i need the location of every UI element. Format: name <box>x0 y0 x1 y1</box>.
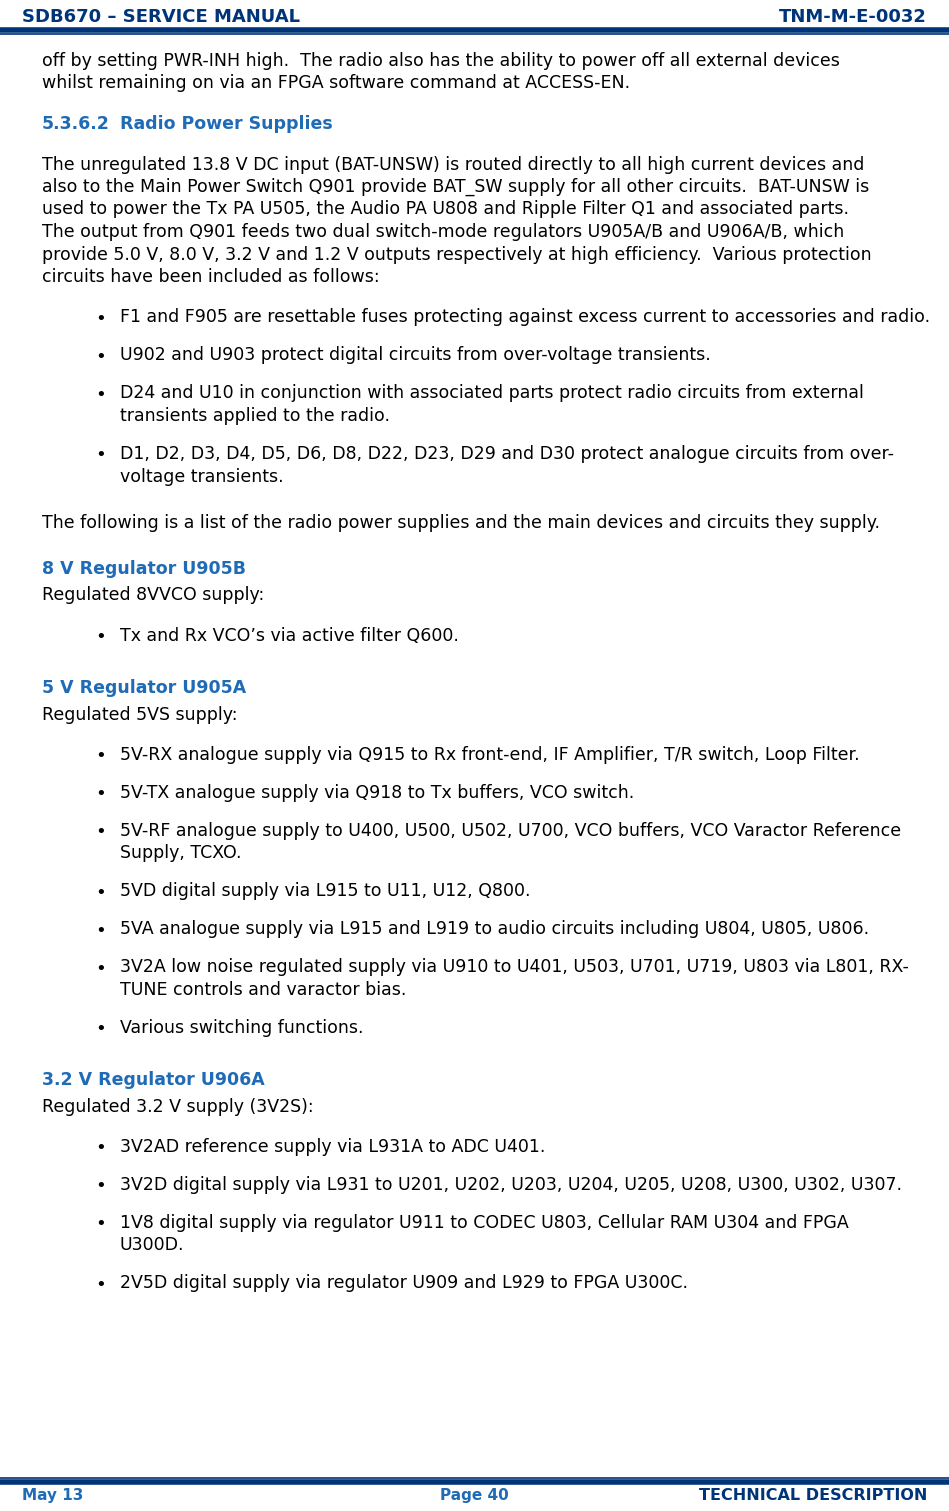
Text: 5V-RF analogue supply to U400, U500, U502, U700, VCO buffers, VCO Varactor Refer: 5V-RF analogue supply to U400, U500, U50… <box>120 822 902 840</box>
Text: provide 5.0 V, 8.0 V, 3.2 V and 1.2 V outputs respectively at high efficiency.  : provide 5.0 V, 8.0 V, 3.2 V and 1.2 V ou… <box>42 245 871 263</box>
Text: 3V2A low noise regulated supply via U910 to U401, U503, U701, U719, U803 via L80: 3V2A low noise regulated supply via U910… <box>120 958 909 976</box>
Text: 5.3.6.2: 5.3.6.2 <box>42 115 110 133</box>
Text: 3.2 V Regulator U906A: 3.2 V Regulator U906A <box>42 1071 265 1089</box>
Text: •: • <box>95 1139 105 1157</box>
Text: Radio Power Supplies: Radio Power Supplies <box>120 115 333 133</box>
Text: 8 V Regulator U905B: 8 V Regulator U905B <box>42 561 246 579</box>
Text: Regulated 3.2 V supply (3V2S):: Regulated 3.2 V supply (3V2S): <box>42 1097 313 1115</box>
Text: whilst remaining on via an FPGA software command at ACCESS-EN.: whilst remaining on via an FPGA software… <box>42 74 630 92</box>
Text: TNM-M-E-0032: TNM-M-E-0032 <box>779 8 927 26</box>
Text: 2V5D digital supply via regulator U909 and L929 to FPGA U300C.: 2V5D digital supply via regulator U909 a… <box>120 1274 688 1292</box>
Text: •: • <box>95 1215 105 1233</box>
Text: •: • <box>95 786 105 802</box>
Text: •: • <box>95 1020 105 1038</box>
Text: The unregulated 13.8 V DC input (BAT-UNSW) is routed directly to all high curren: The unregulated 13.8 V DC input (BAT-UNS… <box>42 156 865 174</box>
Text: U300D.: U300D. <box>120 1236 184 1254</box>
Text: May 13: May 13 <box>22 1488 84 1503</box>
Text: Page 40: Page 40 <box>440 1488 509 1503</box>
Text: •: • <box>95 746 105 765</box>
Text: •: • <box>95 629 105 647</box>
Text: •: • <box>95 348 105 366</box>
Text: •: • <box>95 922 105 940</box>
Text: Various switching functions.: Various switching functions. <box>120 1018 363 1037</box>
Text: 5VD digital supply via L915 to U11, U12, Q800.: 5VD digital supply via L915 to U11, U12,… <box>120 882 530 901</box>
Text: transients applied to the radio.: transients applied to the radio. <box>120 406 390 425</box>
Text: •: • <box>95 385 105 403</box>
Text: Regulated 5VS supply:: Regulated 5VS supply: <box>42 706 237 724</box>
Text: The following is a list of the radio power supplies and the main devices and cir: The following is a list of the radio pow… <box>42 514 880 532</box>
Text: 3V2D digital supply via L931 to U201, U202, U203, U204, U205, U208, U300, U302, : 3V2D digital supply via L931 to U201, U2… <box>120 1176 902 1194</box>
Text: voltage transients.: voltage transients. <box>120 467 284 485</box>
Text: TECHNICAL DESCRIPTION: TECHNICAL DESCRIPTION <box>698 1488 927 1503</box>
Text: 5VA analogue supply via L915 and L919 to audio circuits including U804, U805, U8: 5VA analogue supply via L915 and L919 to… <box>120 920 869 938</box>
Text: 5V-TX analogue supply via Q918 to Tx buffers, VCO switch.: 5V-TX analogue supply via Q918 to Tx buf… <box>120 784 634 802</box>
Text: Tx and Rx VCO’s via active filter Q600.: Tx and Rx VCO’s via active filter Q600. <box>120 627 459 645</box>
Text: •: • <box>95 1275 105 1293</box>
Text: Regulated 8VVCO supply:: Regulated 8VVCO supply: <box>42 586 264 604</box>
Text: •: • <box>95 823 105 842</box>
Text: TUNE controls and varactor bias.: TUNE controls and varactor bias. <box>120 981 406 999</box>
Text: also to the Main Power Switch Q901 provide BAT_SW supply for all other circuits.: also to the Main Power Switch Q901 provi… <box>42 178 869 196</box>
Text: D24 and U10 in conjunction with associated parts protect radio circuits from ext: D24 and U10 in conjunction with associat… <box>120 384 864 402</box>
Text: SDB670 – SERVICE MANUAL: SDB670 – SERVICE MANUAL <box>22 8 300 26</box>
Text: 5 V Regulator U905A: 5 V Regulator U905A <box>42 678 246 697</box>
Text: used to power the Tx PA U505, the Audio PA U808 and Ripple Filter Q1 and associa: used to power the Tx PA U505, the Audio … <box>42 201 849 219</box>
Text: 1V8 digital supply via regulator U911 to CODEC U803, Cellular RAM U304 and FPGA: 1V8 digital supply via regulator U911 to… <box>120 1213 848 1231</box>
Text: U902 and U903 protect digital circuits from over-voltage transients.: U902 and U903 protect digital circuits f… <box>120 346 711 364</box>
Text: •: • <box>95 1177 105 1195</box>
Text: •: • <box>95 959 105 978</box>
Text: circuits have been included as follows:: circuits have been included as follows: <box>42 267 380 286</box>
Text: •: • <box>95 310 105 328</box>
Text: •: • <box>95 446 105 464</box>
Text: Supply, TCXO.: Supply, TCXO. <box>120 845 241 863</box>
Text: 5V-RX analogue supply via Q915 to Rx front-end, IF Amplifier, T/R switch, Loop F: 5V-RX analogue supply via Q915 to Rx fro… <box>120 746 860 765</box>
Text: The output from Q901 feeds two dual switch-mode regulators U905A/B and U906A/B, : The output from Q901 feeds two dual swit… <box>42 224 845 240</box>
Text: •: • <box>95 884 105 902</box>
Text: 3V2AD reference supply via L931A to ADC U401.: 3V2AD reference supply via L931A to ADC … <box>120 1138 546 1156</box>
Text: off by setting PWR-INH high.  The radio also has the ability to power off all ex: off by setting PWR-INH high. The radio a… <box>42 51 840 70</box>
Text: F1 and F905 are resettable fuses protecting against excess current to accessorie: F1 and F905 are resettable fuses protect… <box>120 308 930 326</box>
Text: D1, D2, D3, D4, D5, D6, D8, D22, D23, D29 and D30 protect analogue circuits from: D1, D2, D3, D4, D5, D6, D8, D22, D23, D2… <box>120 446 894 462</box>
